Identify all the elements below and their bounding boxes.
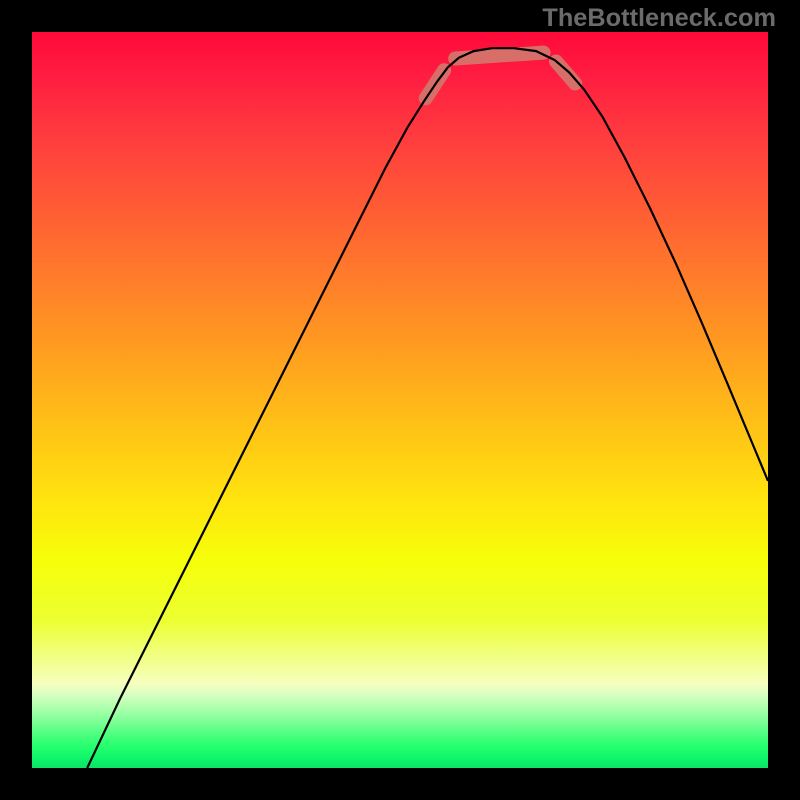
chart-frame (0, 0, 800, 800)
plot-area (32, 32, 768, 768)
watermark-text: TheBottleneck.com (542, 4, 776, 33)
chart-svg (32, 32, 768, 768)
v-curve (87, 48, 768, 768)
